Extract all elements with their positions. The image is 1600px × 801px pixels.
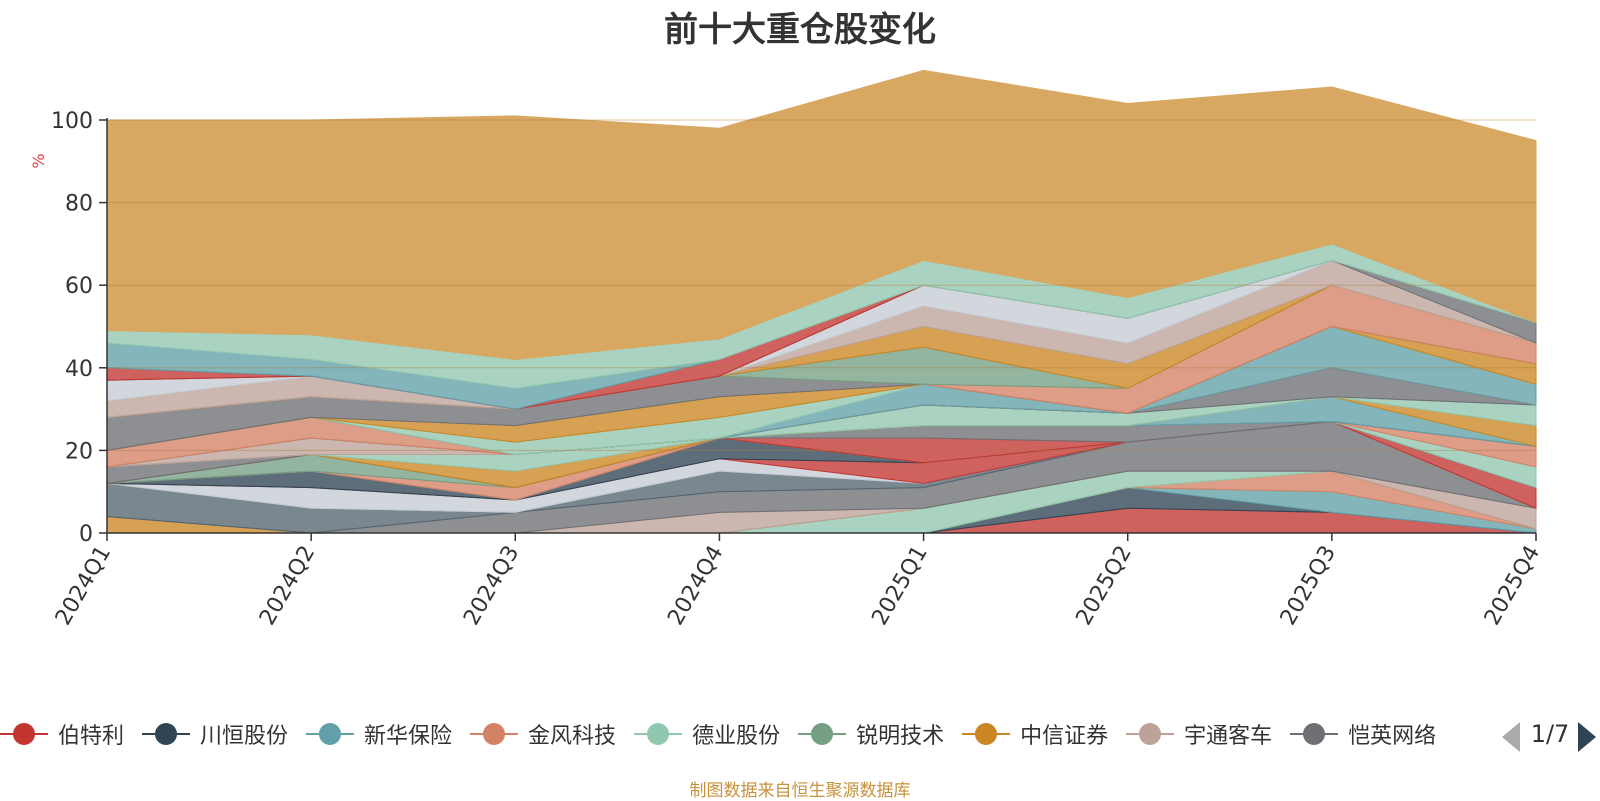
legend-item[interactable]: 宇通客车 [1126,712,1272,756]
x-tick-label: 2024Q4 [663,542,728,630]
y-tick-label: 20 [65,439,93,464]
y-tick-label: 100 [51,109,93,134]
legend-label: 新华保险 [364,724,453,749]
legend-label: 伯特利 [58,724,125,749]
y-tick-label: 0 [79,522,93,547]
legend-marker-icon [798,722,847,746]
legend-item[interactable]: 新华保险 [306,712,452,756]
legend-label: 宇通客车 [1184,724,1273,749]
chart-title: 前十大重仓股变化 [664,10,936,50]
legend-next-arrow-icon[interactable] [1578,722,1596,752]
legend-prev-arrow-icon[interactable] [1502,722,1520,752]
legend-page-indicator: 1/7 [1530,720,1570,748]
legend-marker-icon [0,722,48,746]
legend-item[interactable]: 伯特利 [0,712,124,756]
legend-item[interactable]: 川恒股份 [142,712,288,756]
legend-item[interactable]: 德业股份 [634,712,780,756]
legend-item[interactable]: 金风科技 [470,712,616,756]
x-tick-label: 2024Q3 [459,542,524,630]
source-note: 制图数据来自恒生聚源数据库 [689,781,911,801]
legend-label: 川恒股份 [200,724,289,749]
legend-marker-icon [962,722,1011,746]
legend-item[interactable]: 中信证券 [962,712,1108,756]
area-series-39 [106,69,1537,361]
legend-item[interactable]: 恺英网络 [1290,712,1436,756]
y-tick-label: 40 [65,357,93,382]
stacked-areas [106,69,1537,534]
legend-pager: 1/7 [1500,716,1600,756]
legend-label: 锐明技术 [856,724,945,749]
y-axis-label: % [29,153,48,168]
y-tick-label: 80 [65,192,93,217]
legend-label: 金风科技 [528,724,617,749]
legend-marker-icon [142,722,191,746]
legend-marker-icon [634,722,683,746]
legend: 伯特利 川恒股份 新华保险 金风科技 德业股份 锐明技术 中信证券 宇通客车 恺英网络 [0,712,1480,756]
y-tick-label: 60 [65,274,93,299]
grid-lines [107,119,1536,451]
legend-marker-icon [470,722,519,746]
legend-item[interactable]: 锐明技术 [798,712,944,756]
legend-label: 德业股份 [692,724,781,749]
legend-label: 恺英网络 [1348,724,1437,749]
legend-marker-icon [1290,722,1339,746]
legend-marker-icon [306,722,355,746]
area-chart: 0 20 40 60 80 100 2024Q1 2024Q2 2024Q3 2024Q4 2025… [29,69,1545,630]
x-tick-label: 2024Q2 [255,542,320,630]
legend-label: 中信证券 [1020,724,1109,749]
x-tick-label: 2025Q1 [867,542,932,630]
legend-marker-icon [1126,722,1175,746]
x-tick-label: 2025Q3 [1276,542,1341,630]
x-tick-label: 2025Q2 [1072,542,1137,630]
x-tick-label: 2024Q1 [51,542,116,630]
x-tick-label: 2025Q4 [1480,542,1545,630]
